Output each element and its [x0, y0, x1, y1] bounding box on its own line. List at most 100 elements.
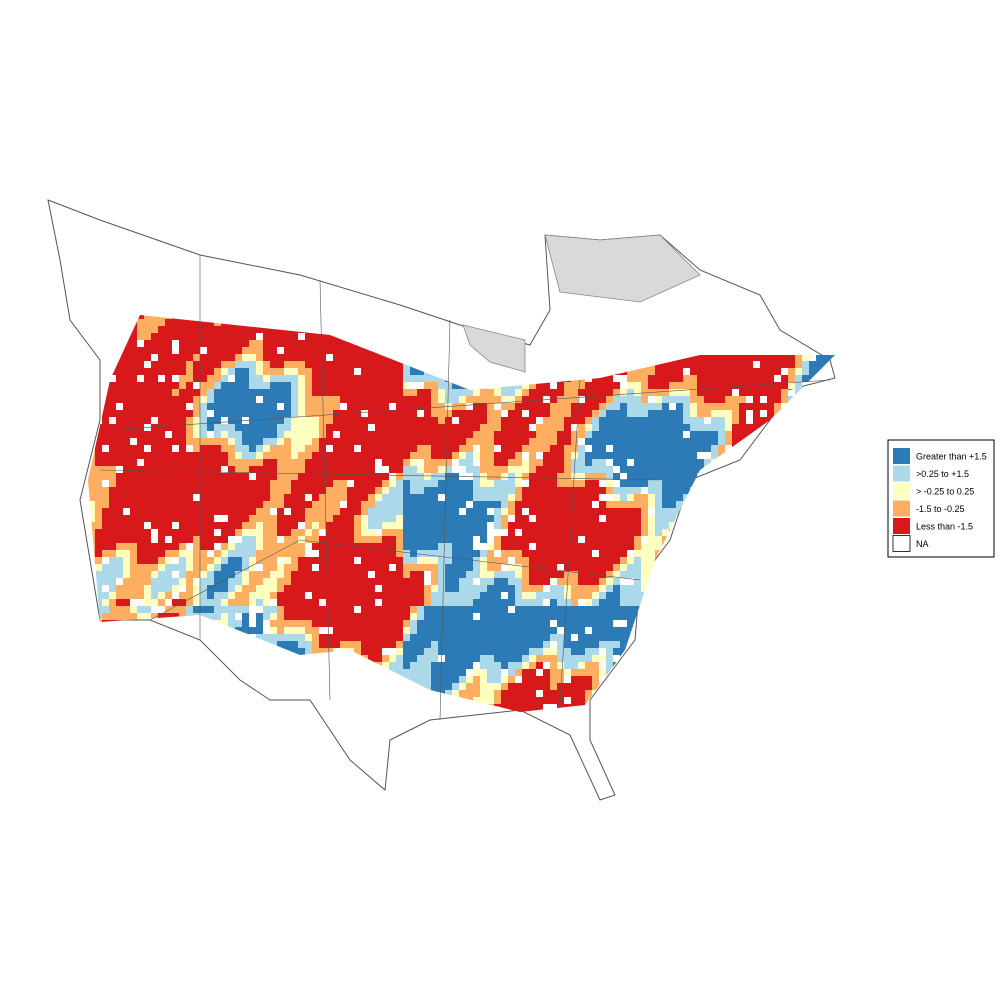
grid-cell [186, 508, 193, 515]
grid-cell [690, 417, 697, 424]
grid-cell [431, 396, 438, 403]
grid-cell [270, 627, 277, 634]
grid-cell [662, 501, 669, 508]
grid-cell [592, 697, 599, 704]
grid-cell [438, 403, 445, 410]
grid-cell [123, 690, 130, 697]
grid-cell [718, 550, 725, 557]
grid-cell [550, 508, 557, 515]
grid-cell [263, 333, 270, 340]
grid-cell [494, 571, 501, 578]
grid-cell [669, 368, 676, 375]
grid-cell [158, 697, 165, 704]
grid-cell [697, 403, 704, 410]
grid-cell [557, 515, 564, 522]
grid-cell [557, 683, 564, 690]
grid-cell [193, 585, 200, 592]
grid-cell [102, 592, 109, 599]
grid-cell [186, 452, 193, 459]
grid-cell [431, 529, 438, 536]
grid-cell [305, 361, 312, 368]
grid-cell [466, 396, 473, 403]
grid-cell [172, 354, 179, 361]
grid-cell [634, 396, 641, 403]
grid-cell [550, 627, 557, 634]
grid-cell [613, 501, 620, 508]
grid-cell [459, 529, 466, 536]
grid-cell [466, 592, 473, 599]
grid-cell [627, 564, 634, 571]
grid-cell [641, 452, 648, 459]
grid-cell [515, 326, 522, 333]
grid-cell [515, 697, 522, 704]
grid-cell [648, 382, 655, 389]
grid-cell [361, 445, 368, 452]
grid-cell [466, 536, 473, 543]
grid-cell [270, 515, 277, 522]
grid-cell [452, 571, 459, 578]
grid-cell [242, 445, 249, 452]
grid-cell [466, 641, 473, 648]
grid-cell [319, 564, 326, 571]
grid-cell [340, 382, 347, 389]
grid-cell [382, 634, 389, 641]
grid-cell [123, 585, 130, 592]
grid-cell [165, 585, 172, 592]
grid-cell [452, 445, 459, 452]
grid-cell [473, 690, 480, 697]
grid-cell [550, 417, 557, 424]
grid-cell [340, 340, 347, 347]
grid-cell [116, 683, 123, 690]
grid-cell [235, 333, 242, 340]
grid-cell [480, 550, 487, 557]
grid-cell [571, 536, 578, 543]
grid-cell [599, 501, 606, 508]
grid-cell [655, 382, 662, 389]
grid-cell [249, 515, 256, 522]
grid-cell [473, 634, 480, 641]
grid-cell [200, 354, 207, 361]
grid-cell [270, 396, 277, 403]
grid-cell [186, 564, 193, 571]
grid-cell [515, 452, 522, 459]
grid-cell [116, 487, 123, 494]
grid-cell [305, 382, 312, 389]
grid-cell [242, 487, 249, 494]
grid-cell [368, 389, 375, 396]
grid-cell [522, 669, 529, 676]
grid-cell [207, 396, 214, 403]
grid-cell [648, 522, 655, 529]
grid-cell [536, 655, 543, 662]
grid-cell [270, 438, 277, 445]
grid-cell [508, 662, 515, 669]
grid-cell [641, 473, 648, 480]
grid-cell [123, 550, 130, 557]
grid-cell [459, 494, 466, 501]
grid-cell [627, 515, 634, 522]
grid-cell [277, 424, 284, 431]
grid-cell [508, 585, 515, 592]
grid-cell [396, 571, 403, 578]
grid-cell [249, 599, 256, 606]
grid-cell [438, 585, 445, 592]
grid-cell [354, 452, 361, 459]
grid-cell [669, 389, 676, 396]
grid-cell [207, 697, 214, 704]
grid-cell [501, 473, 508, 480]
grid-cell [284, 536, 291, 543]
grid-cell [459, 578, 466, 585]
grid-cell [200, 417, 207, 424]
grid-cell [655, 445, 662, 452]
grid-cell [445, 655, 452, 662]
grid-cell [424, 585, 431, 592]
grid-cell [690, 704, 697, 711]
grid-cell [361, 592, 368, 599]
grid-cell [144, 396, 151, 403]
grid-cell [137, 662, 144, 669]
grid-cell [683, 641, 690, 648]
grid-cell [592, 445, 599, 452]
grid-cell [641, 676, 648, 683]
grid-cell [438, 445, 445, 452]
grid-cell [529, 557, 536, 564]
grid-cell [179, 424, 186, 431]
